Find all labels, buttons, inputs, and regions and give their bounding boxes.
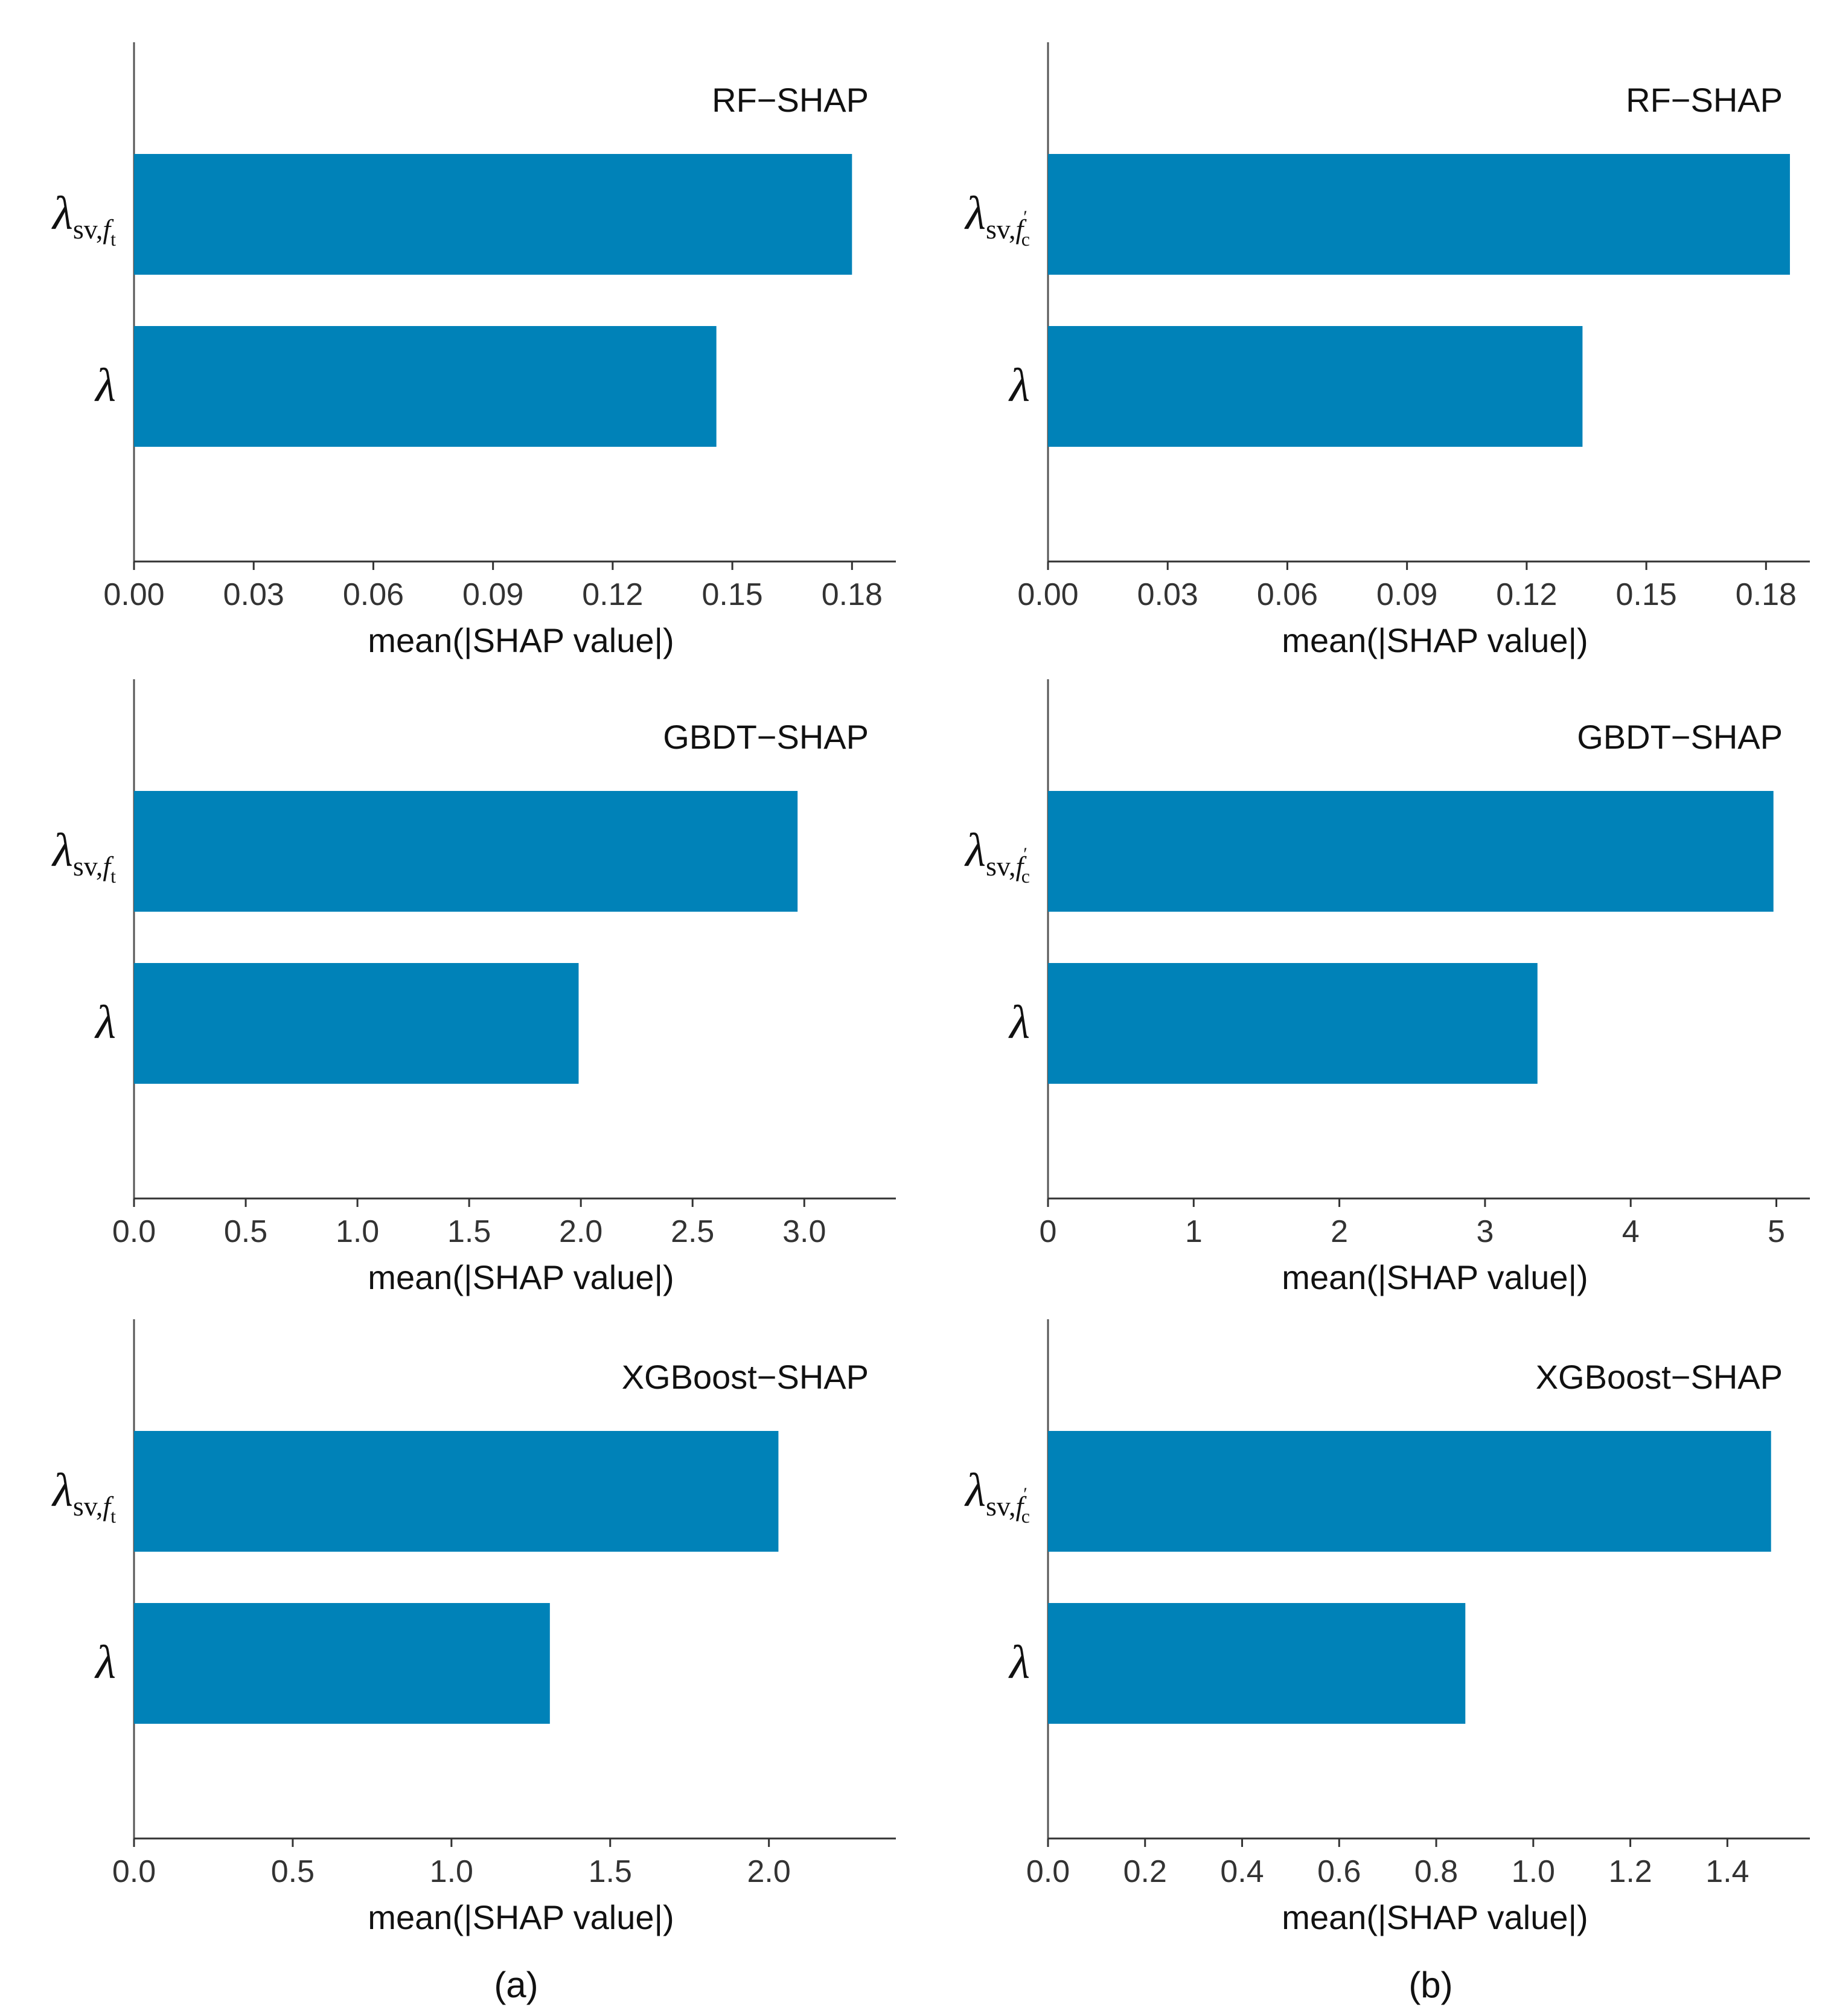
x-tick-label: 0.5	[224, 1214, 267, 1249]
category-label: λsv,f′ c	[964, 187, 1030, 250]
x-tick-label: 1.5	[447, 1214, 491, 1249]
chart-b-rf: RF−SHAP λsv,f′ c λ 0.00 0.03 0.06 0.09 0.12 0.15 0…	[964, 42, 1810, 659]
chart-title: GBDT−SHAP	[1577, 718, 1783, 756]
x-tick-label: 4	[1622, 1214, 1640, 1249]
chart-a-xgb: XGBoost−SHAP λsv,ft λ 0.0 0.5 1.0 1.5 2.0 mean(|…	[51, 1319, 896, 1936]
x-tick-label: 0.0	[112, 1214, 156, 1249]
bar-lambda	[1048, 963, 1538, 1084]
x-tick-label: 0.06	[1257, 577, 1318, 612]
x-tick-label: 5	[1768, 1214, 1785, 1249]
chart-title: RF−SHAP	[1626, 81, 1783, 119]
x-tick-label: 0.03	[1137, 577, 1198, 612]
bar-lambda-sv	[1048, 1431, 1771, 1552]
x-tick-label: 0	[1040, 1214, 1057, 1249]
x-tick-label: 1.0	[336, 1214, 379, 1249]
x-axis-label: mean(|SHAP value|)	[1282, 1898, 1588, 1936]
category-label: λ	[94, 1636, 116, 1688]
x-tick-label: 1.0	[430, 1854, 473, 1889]
category-label: λsv,ft	[51, 1464, 116, 1527]
bar-lambda	[134, 1603, 550, 1724]
bar-lambda-sv	[134, 791, 798, 912]
x-tick-label: 0.06	[343, 577, 404, 612]
bar-lambda-sv	[1048, 154, 1790, 275]
x-tick-label: 0.4	[1220, 1854, 1264, 1889]
x-tick-label: 0.09	[462, 577, 523, 612]
x-tick-label: 0.09	[1376, 577, 1437, 612]
bar-lambda	[1048, 1603, 1466, 1724]
x-tick-label: 0.6	[1317, 1854, 1361, 1889]
category-label: λ	[1008, 996, 1030, 1048]
x-tick-label: 1	[1185, 1214, 1203, 1249]
category-label: λ	[1008, 359, 1030, 411]
bar-lambda	[134, 963, 579, 1084]
chart-title: XGBoost−SHAP	[622, 1358, 869, 1396]
x-tick-label: 0.15	[1615, 577, 1676, 612]
bar-lambda	[1048, 326, 1583, 447]
panel-label-a: (a)	[494, 1965, 538, 2005]
x-tick-label: 0.0	[1026, 1854, 1070, 1889]
chart-title: XGBoost−SHAP	[1536, 1358, 1783, 1396]
chart-title: RF−SHAP	[712, 81, 869, 119]
x-axis-label: mean(|SHAP value|)	[368, 1898, 674, 1936]
x-axis-label: mean(|SHAP value|)	[368, 1258, 674, 1296]
x-tick-label: 0.5	[271, 1854, 315, 1889]
x-tick-label: 0.12	[582, 577, 643, 612]
chart-a-gbdt: GBDT−SHAP λsv,ft λ 0.0 0.5 1.0 1.5 2.0 2.5 3.0 mea…	[51, 679, 896, 1296]
x-tick-label: 0.2	[1123, 1854, 1167, 1889]
category-label: λ	[1008, 1636, 1030, 1688]
x-tick-label: 3	[1476, 1214, 1494, 1249]
category-label: λ	[94, 996, 116, 1048]
panel-label-b: (b)	[1408, 1965, 1452, 2005]
x-tick-label: 1.2	[1608, 1854, 1652, 1889]
chart-b-xgb: XGBoost−SHAP λsv,f′ c λ 0.0 0.2 0.4 0.6 0.8 1.0 1.…	[964, 1319, 1810, 1936]
category-label: λsv,ft	[51, 824, 116, 887]
x-tick-label: 0.18	[822, 577, 883, 612]
x-tick-label: 0.03	[223, 577, 284, 612]
category-label: λ	[94, 359, 116, 411]
x-tick-label: 0.12	[1496, 577, 1557, 612]
x-tick-label: 0.8	[1414, 1854, 1458, 1889]
x-tick-label: 2.0	[559, 1214, 602, 1249]
bar-lambda-sv	[1048, 791, 1774, 912]
x-tick-label: 1.4	[1705, 1854, 1749, 1889]
x-tick-label: 0.18	[1736, 577, 1797, 612]
x-tick-label: 2	[1331, 1214, 1348, 1249]
x-tick-label: 2.0	[747, 1854, 791, 1889]
x-tick-label: 0.15	[701, 577, 762, 612]
chart-title: GBDT−SHAP	[663, 718, 869, 756]
x-axis-label: mean(|SHAP value|)	[1282, 621, 1588, 659]
x-tick-label: 1.5	[589, 1854, 632, 1889]
chart-b-gbdt: GBDT−SHAP λsv,f′ c λ 0 1 2 3 4 5 mean(|SHAP value|…	[964, 679, 1810, 1296]
bar-lambda-sv	[134, 154, 852, 275]
x-axis-label: mean(|SHAP value|)	[368, 621, 674, 659]
bar-lambda	[134, 326, 717, 447]
x-tick-label: 0.0	[112, 1854, 156, 1889]
chart-a-rf: RF−SHAP λsv,ft λ 0.00 0.03 0.06 0.09 0.12 0.15 0.…	[51, 42, 896, 659]
x-tick-label: 3.0	[782, 1214, 826, 1249]
category-label: λsv,f′ c	[964, 1464, 1030, 1527]
bar-lambda-sv	[134, 1431, 779, 1552]
x-axis-label: mean(|SHAP value|)	[1282, 1258, 1588, 1296]
x-tick-label: 2.5	[671, 1214, 714, 1249]
category-label: λsv,f′ c	[964, 824, 1030, 887]
x-tick-label: 0.00	[103, 577, 164, 612]
x-tick-label: 1.0	[1512, 1854, 1555, 1889]
category-label: λsv,ft	[51, 187, 116, 250]
x-tick-label: 0.00	[1017, 577, 1078, 612]
